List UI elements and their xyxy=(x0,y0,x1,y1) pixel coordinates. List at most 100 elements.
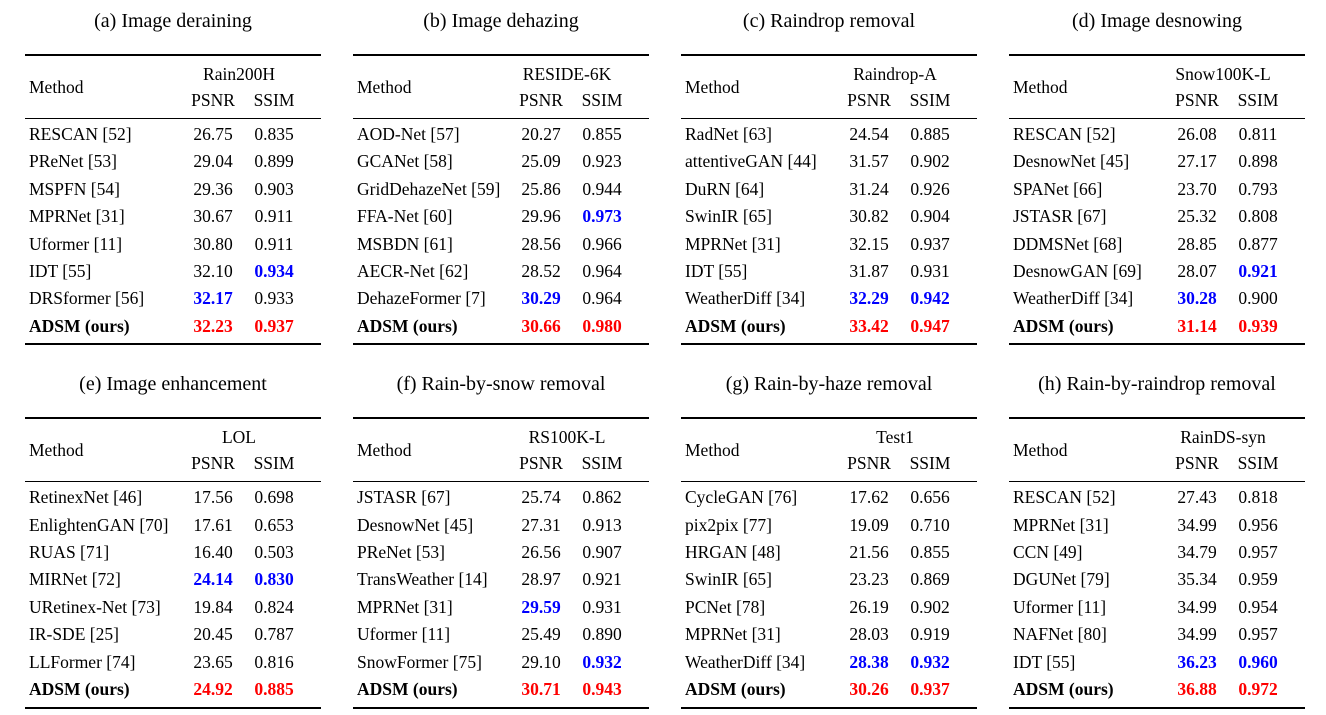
ssim-cell: 0.943 xyxy=(582,679,622,700)
psnr-cell: 24.54 xyxy=(849,124,889,144)
method-cell: CycleGAN [76] xyxy=(685,487,798,508)
table-row: ADSM (ours) 30.26 0.937 xyxy=(681,676,977,707)
panel-image-desnowing: (d) Image desnowing Method Snow100K-L PS… xyxy=(1009,4,1305,346)
method-cell: SwinIR [65] xyxy=(685,206,773,227)
table-caption: (h) Rain-by-raindrop removal xyxy=(1038,373,1276,396)
psnr-cell: 26.19 xyxy=(849,596,889,617)
table-header: Method Test1 PSNR SSIM xyxy=(681,418,977,482)
method-cell: MPRNet [31] xyxy=(685,233,781,254)
table-row: ADSM (ours) 36.88 0.972 xyxy=(1009,676,1305,707)
method-cell: RadNet [63] xyxy=(685,124,772,144)
psnr-cell: 27.31 xyxy=(521,514,561,535)
table-row: JSTASR [67] 25.74 0.862 xyxy=(353,482,649,512)
psnr-header: PSNR xyxy=(1175,453,1219,474)
table-row: IR-SDE [25] 20.45 0.787 xyxy=(25,621,321,648)
table-row: ADSM (ours) 24.92 0.885 xyxy=(25,676,321,707)
table-row: attentiveGAN [44] 31.57 0.902 xyxy=(681,148,977,175)
panel-rain-by-haze-removal: (g) Rain-by-haze removal Method Test1 PS… xyxy=(681,367,977,709)
ssim-cell: 0.656 xyxy=(910,487,950,508)
method-cell: MPRNet [31] xyxy=(685,624,781,645)
ssim-cell: 0.877 xyxy=(1238,233,1278,254)
table-row: DesnowNet [45] 27.31 0.913 xyxy=(353,512,649,539)
table-caption: (a) Image deraining xyxy=(94,10,252,32)
psnr-cell: 30.67 xyxy=(193,206,233,227)
results-table: Method RainDS-syn PSNR SSIM RESCAN [52] 2… xyxy=(1009,417,1305,709)
ssim-cell: 0.957 xyxy=(1238,542,1278,563)
table-row: Uformer [11] 30.80 0.911 xyxy=(25,231,321,258)
method-cell: SPANet [66] xyxy=(1013,178,1103,199)
dataset-header: Snow100K-L xyxy=(1175,64,1271,84)
table-row: ADSM (ours) 33.42 0.947 xyxy=(681,313,977,344)
method-cell: Uformer [11] xyxy=(357,624,451,645)
table-row: RESCAN [52] 26.75 0.835 xyxy=(25,119,321,149)
table-caption: (b) Image dehazing xyxy=(423,10,579,32)
ssim-cell: 0.926 xyxy=(910,178,950,199)
ssim-cell: 0.964 xyxy=(582,261,622,282)
table-row: CycleGAN [76] 17.62 0.656 xyxy=(681,482,977,512)
ssim-header: SSIM xyxy=(909,90,951,110)
psnr-cell: 25.86 xyxy=(521,178,561,199)
table-row: GridDehazeNet [59] 25.86 0.944 xyxy=(353,176,649,203)
ssim-cell: 0.939 xyxy=(1238,315,1278,336)
psnr-cell: 23.65 xyxy=(193,651,233,672)
ssim-cell: 0.816 xyxy=(254,651,294,672)
ssim-cell: 0.966 xyxy=(582,233,622,254)
psnr-cell: 17.62 xyxy=(849,487,889,508)
results-table: Method Rain200H PSNR SSIM RESCAN [52] 26.… xyxy=(25,54,321,346)
psnr-cell: 23.23 xyxy=(849,569,889,590)
psnr-cell: 34.99 xyxy=(1177,514,1217,535)
table-row: DehazeFormer [7] 30.29 0.964 xyxy=(353,285,649,312)
psnr-cell: 25.49 xyxy=(521,624,561,645)
method-cell: JSTASR [67] xyxy=(1013,206,1107,227)
table-caption: (d) Image desnowing xyxy=(1072,10,1242,32)
table-row: Uformer [11] 34.99 0.954 xyxy=(1009,594,1305,621)
ssim-cell: 0.885 xyxy=(910,124,950,144)
method-cell: AECR-Net [62] xyxy=(357,261,469,282)
method-cell: GCANet [58] xyxy=(357,151,453,172)
psnr-cell: 24.92 xyxy=(193,679,233,700)
psnr-header: PSNR xyxy=(847,90,891,110)
method-cell: LLFormer [74] xyxy=(29,651,136,672)
ssim-header: SSIM xyxy=(581,90,623,110)
psnr-cell: 29.10 xyxy=(521,651,561,672)
table-header: Method Raindrop-A PSNR SSIM xyxy=(681,55,977,119)
method-cell: DehazeFormer [7] xyxy=(357,288,486,309)
results-table: Method RESIDE-6K PSNR SSIM AOD-Net [57] 2… xyxy=(353,54,649,346)
table-row: IDT [55] 31.87 0.931 xyxy=(681,258,977,285)
method-cell: PReNet [53] xyxy=(29,151,117,172)
table-row: LLFormer [74] 23.65 0.816 xyxy=(25,649,321,676)
table-caption: (f) Rain-by-snow removal xyxy=(396,373,606,396)
table-row: TransWeather [14] 28.97 0.921 xyxy=(353,566,649,593)
table-row: GCANet [58] 25.09 0.923 xyxy=(353,148,649,175)
method-cell: WeatherDiff [34] xyxy=(685,651,806,672)
method-cell: ADSM (ours) xyxy=(357,315,458,336)
psnr-header: PSNR xyxy=(191,90,235,110)
psnr-cell: 34.79 xyxy=(1177,542,1217,563)
table-header: Method LOL PSNR SSIM xyxy=(25,418,321,482)
ssim-cell: 0.960 xyxy=(1238,651,1278,672)
ssim-cell: 0.954 xyxy=(1238,596,1278,617)
psnr-header: PSNR xyxy=(519,90,563,110)
table-header: Method Rain200H PSNR SSIM xyxy=(25,55,321,119)
ssim-cell: 0.862 xyxy=(582,487,622,508)
psnr-cell: 29.96 xyxy=(521,206,561,227)
method-cell: MSBDN [61] xyxy=(357,233,453,254)
method-cell: PCNet [78] xyxy=(685,596,766,617)
results-table: Method RS100K-L PSNR SSIM JSTASR [67] 25.… xyxy=(353,417,649,709)
method-cell: RetinexNet [46] xyxy=(29,487,143,508)
method-cell: SnowFormer [75] xyxy=(357,651,482,672)
table-row: MPRNet [31] 34.99 0.956 xyxy=(1009,512,1305,539)
method-cell: DesnowNet [45] xyxy=(357,514,474,535)
table-row: MPRNet [31] 28.03 0.919 xyxy=(681,621,977,648)
method-header: Method xyxy=(29,76,84,97)
psnr-header: PSNR xyxy=(1175,90,1219,110)
ssim-cell: 0.919 xyxy=(910,624,950,645)
method-cell: ADSM (ours) xyxy=(29,679,130,700)
ssim-header: SSIM xyxy=(1237,90,1279,110)
method-header: Method xyxy=(685,439,740,460)
method-cell: GridDehazeNet [59] xyxy=(357,178,501,199)
table-row: WeatherDiff [34] 28.38 0.932 xyxy=(681,649,977,676)
table-row: MPRNet [31] 29.59 0.931 xyxy=(353,594,649,621)
ssim-cell: 0.904 xyxy=(910,206,950,227)
table-row: WeatherDiff [34] 30.28 0.900 xyxy=(1009,285,1305,312)
